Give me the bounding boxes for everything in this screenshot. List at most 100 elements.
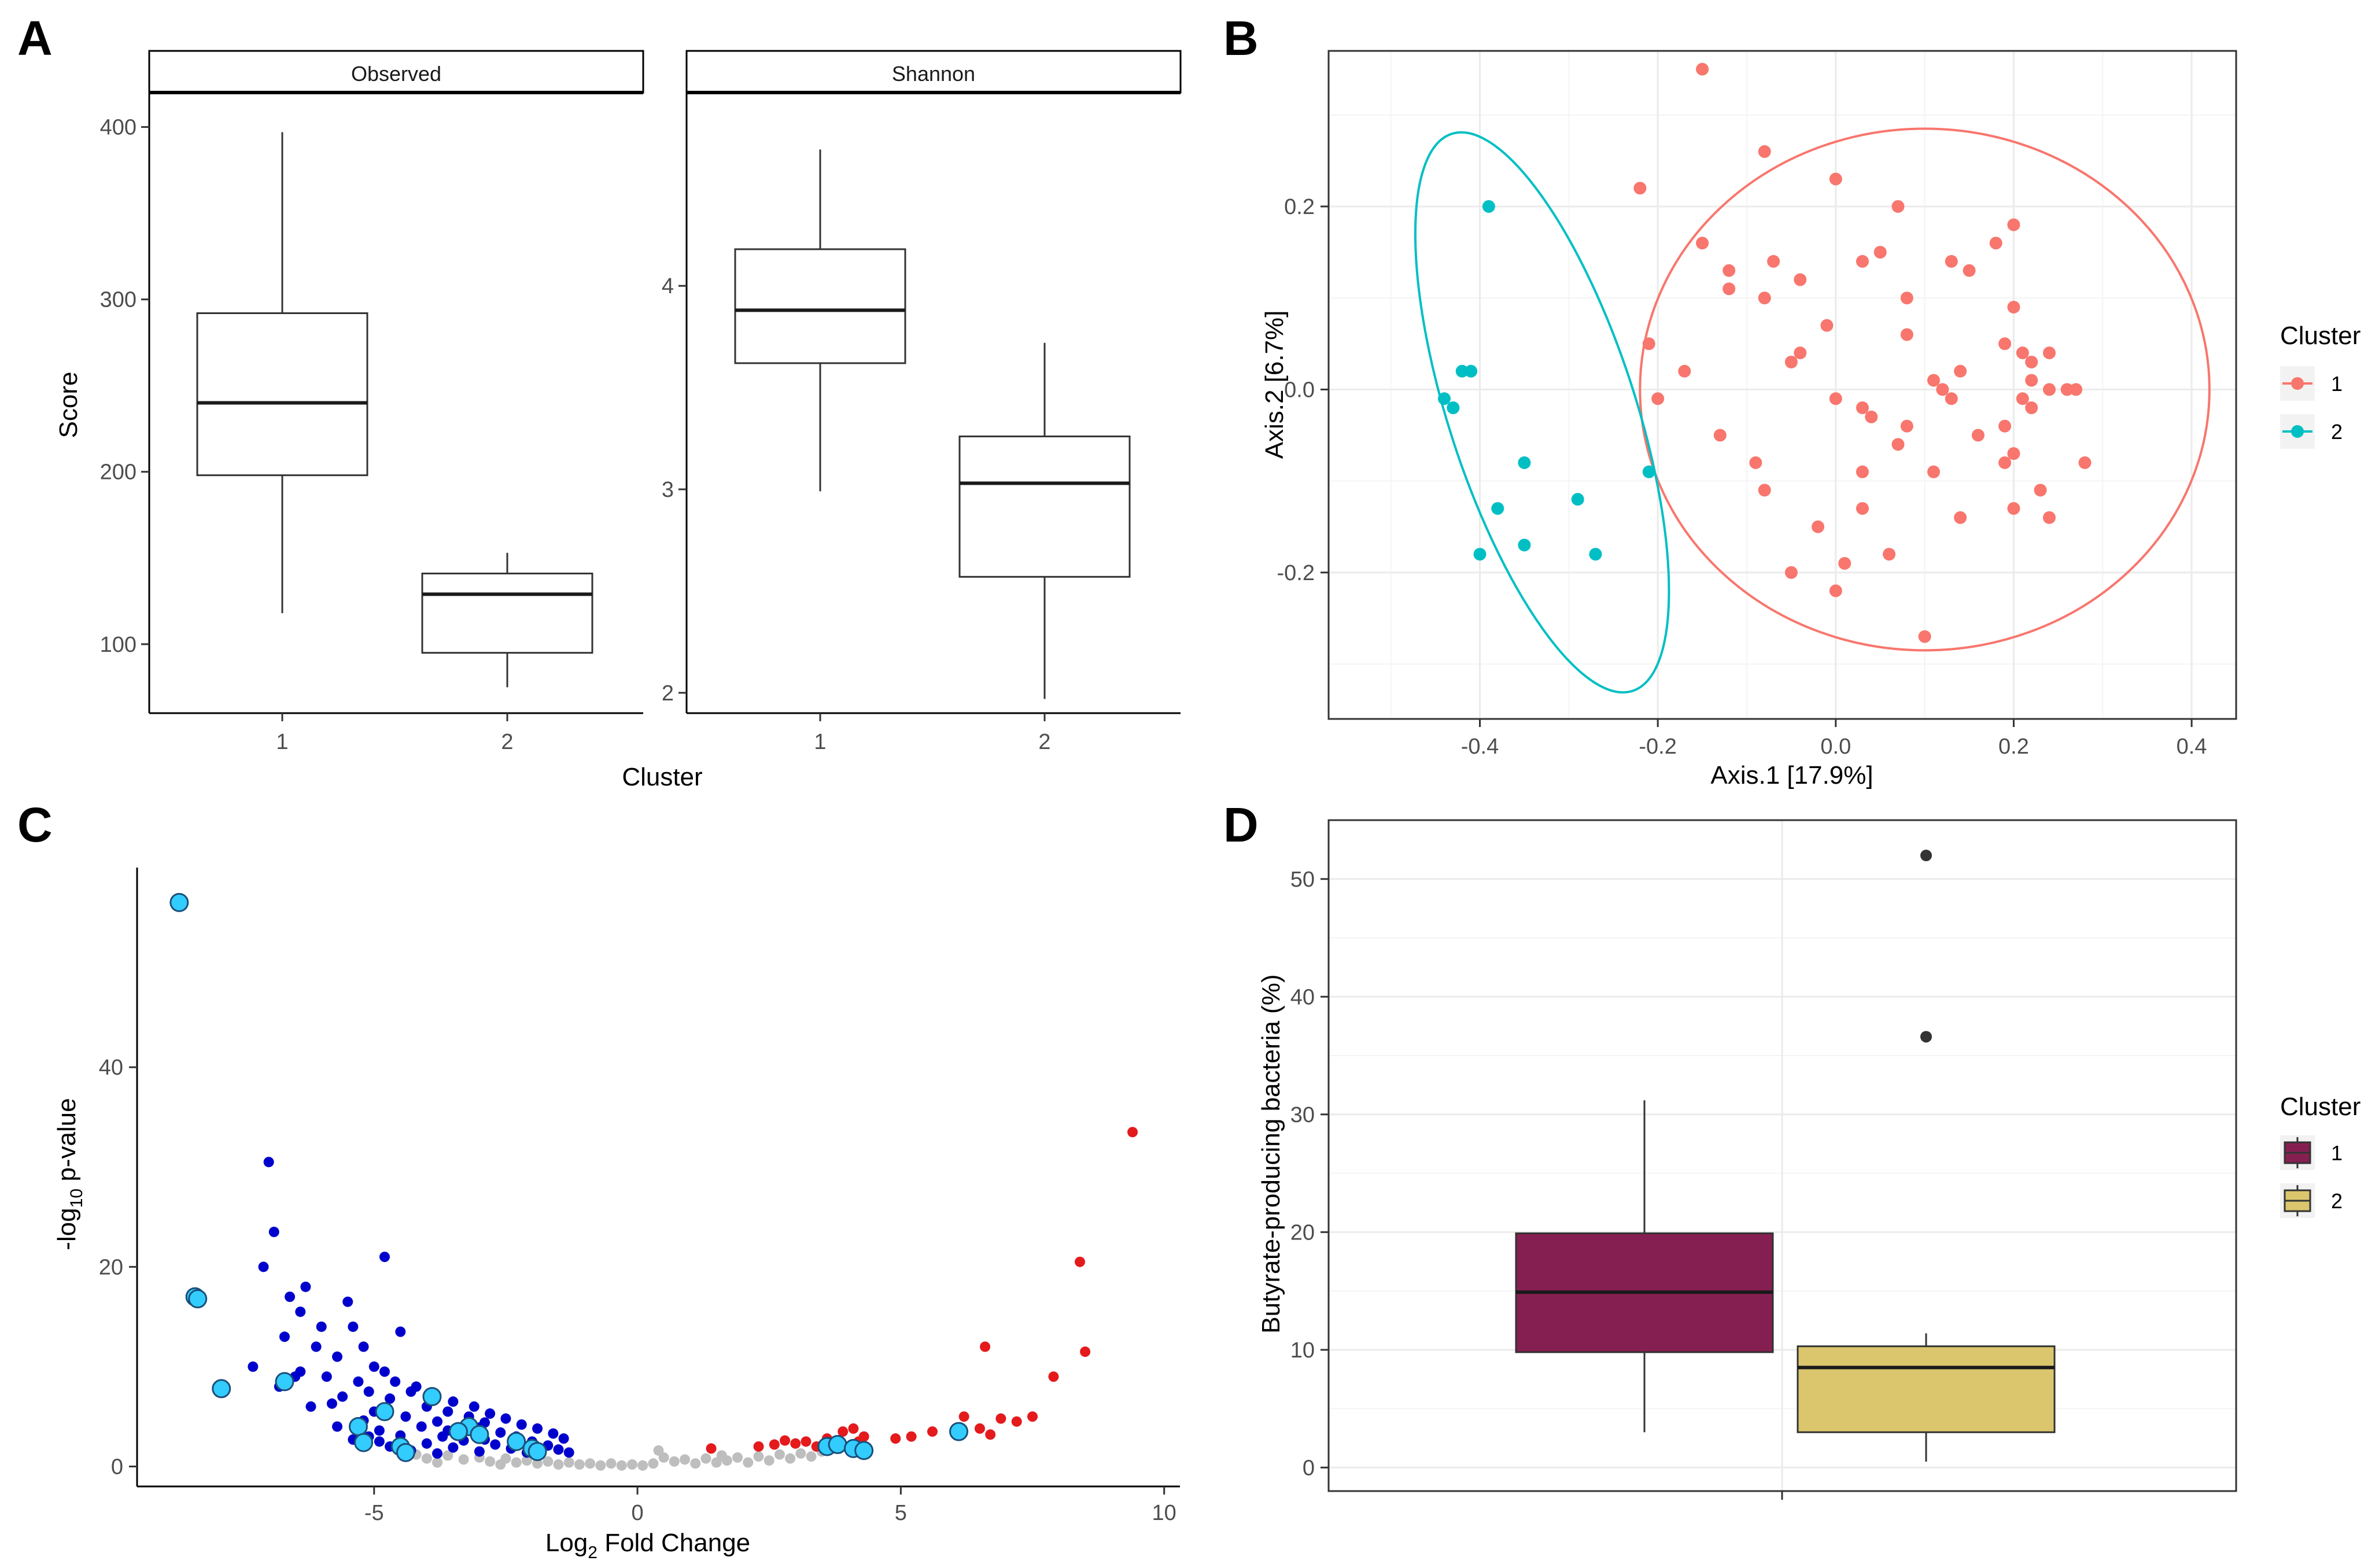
volcano-point-up (706, 1443, 717, 1454)
volcano-point-down (258, 1261, 269, 1272)
volcano-point-down (358, 1341, 369, 1352)
volcano-point-butyrate-producers (507, 1432, 526, 1451)
volcano-point-not-significant (637, 1460, 648, 1471)
point-cluster-1 (2042, 346, 2056, 360)
point-cluster-1 (1794, 273, 1807, 286)
volcano-point-not-significant (432, 1457, 443, 1468)
volcano-point-butyrate-producers (212, 1379, 231, 1399)
volcano-point-butyrate-producers (828, 1435, 847, 1455)
volcano-point-not-significant (669, 1456, 680, 1467)
x-tick-label: 0.0 (1820, 735, 1851, 759)
y-tick-label: -0.2 (1277, 561, 1315, 585)
point-cluster-1 (1758, 145, 1771, 158)
point-cluster-1 (1900, 328, 1913, 341)
volcano-point-down (442, 1406, 453, 1417)
volcano-point-butyrate-producers (396, 1442, 415, 1462)
volcano-point-down (563, 1447, 574, 1458)
volcano-point-down (268, 1226, 279, 1237)
point-cluster-1 (2078, 456, 2092, 469)
volcano-point-up (753, 1441, 764, 1452)
volcano-point-not-significant (700, 1453, 711, 1464)
volcano-point-not-significant (743, 1457, 754, 1468)
point-cluster-2 (1518, 456, 1531, 469)
box-iqr (421, 573, 593, 654)
panel-a-y-title: Score (54, 372, 83, 438)
volcano-point-down (532, 1423, 543, 1434)
x-tick-label: 0 (632, 1501, 644, 1525)
volcano-point-up (848, 1423, 859, 1434)
volcano-point-not-significant (521, 1455, 532, 1466)
volcano-point-butyrate-producers (854, 1441, 874, 1460)
volcano-point-not-significant (626, 1459, 637, 1470)
volcano-point-down (495, 1427, 506, 1438)
point-cluster-2 (1437, 392, 1451, 405)
volcano-point-down (448, 1396, 459, 1407)
point-cluster-1 (1954, 511, 1967, 524)
volcano-point-down (432, 1416, 443, 1427)
panel-a-x-title: Cluster (622, 763, 702, 791)
legend-label-cluster-2: 2 (2331, 1189, 2343, 1213)
volcano-point-down (348, 1321, 359, 1332)
panel-letter-d: D (1223, 798, 1259, 852)
volcano-point-not-significant (442, 1450, 453, 1461)
point-cluster-2 (1482, 200, 1495, 213)
x-tick-label: 10 (1152, 1501, 1176, 1525)
y-tick-label: 0 (111, 1455, 123, 1479)
volcano-point-not-significant (532, 1458, 543, 1469)
x-tick-label: 0.4 (2177, 735, 2207, 759)
volcano-point-not-significant (563, 1457, 574, 1468)
volcano-point-down (263, 1157, 274, 1168)
panel-letter-a: A (17, 11, 53, 65)
strip-shannon (685, 50, 1182, 94)
box-outlier (1920, 1031, 1932, 1043)
volcano-point-not-significant (574, 1459, 585, 1470)
point-cluster-2 (1642, 465, 1655, 478)
panel-b-pcoa: -0.4 -0.2 0.0 0.2 0.4 -0.2 0.0 0.2 Axis.1 [17.9… (1260, 50, 2360, 789)
y-tick-label: 0.0 (1284, 378, 1315, 402)
panel-d-legend-title: Cluster (2280, 1093, 2360, 1121)
volcano-point-up (838, 1426, 849, 1437)
panel-b-plot-area (1329, 51, 2236, 719)
point-cluster-1 (1696, 237, 1709, 250)
volcano-point-not-significant (716, 1450, 727, 1461)
x-title-sub: 2 (588, 1543, 597, 1562)
volcano-point-down (295, 1306, 306, 1317)
box-iqr (196, 312, 368, 477)
volcano-point-down (374, 1436, 385, 1447)
volcano-point-down (558, 1433, 569, 1444)
volcano-point-up (1127, 1127, 1138, 1138)
point-cluster-1 (1873, 246, 1887, 259)
volcano-point-down (490, 1439, 501, 1450)
box-iqr (734, 248, 906, 364)
volcano-point-butyrate-producers (188, 1289, 208, 1309)
volcano-point-not-significant (485, 1456, 496, 1467)
volcano-point-not-significant (543, 1456, 554, 1467)
point-cluster-1 (1829, 172, 1842, 186)
point-cluster-1 (1651, 392, 1665, 405)
volcano-point-up (906, 1431, 917, 1442)
x-tick-label: 0.2 (1998, 735, 2029, 759)
volcano-point-down (368, 1361, 379, 1372)
volcano-point-not-significant (511, 1457, 522, 1468)
volcano-point-down (321, 1371, 332, 1382)
point-cluster-1 (1856, 465, 1869, 478)
volcano-point-up (995, 1413, 1006, 1424)
point-cluster-1 (1812, 520, 1825, 533)
volcano-point-down (421, 1438, 432, 1449)
volcano-point-up (958, 1411, 969, 1422)
point-cluster-1 (1758, 484, 1771, 497)
volcano-point-up (801, 1436, 812, 1447)
strip-observed-label: Observed (351, 62, 441, 86)
point-cluster-1 (1713, 429, 1727, 442)
y-tick-label: 40 (1290, 985, 1315, 1009)
panel-c-y-title: -log10 p-value (53, 1098, 86, 1250)
x-tick-label: -0.4 (1461, 735, 1499, 759)
point-cluster-2 (1465, 364, 1478, 378)
legend-label-cluster-1: 1 (2331, 1141, 2343, 1165)
volcano-point-not-significant (764, 1455, 774, 1466)
point-cluster-2 (1518, 538, 1531, 552)
point-cluster-1 (1642, 337, 1655, 351)
volcano-point-down (332, 1421, 343, 1432)
y-tick-label: 300 (100, 288, 137, 312)
point-cluster-1 (1767, 254, 1780, 268)
